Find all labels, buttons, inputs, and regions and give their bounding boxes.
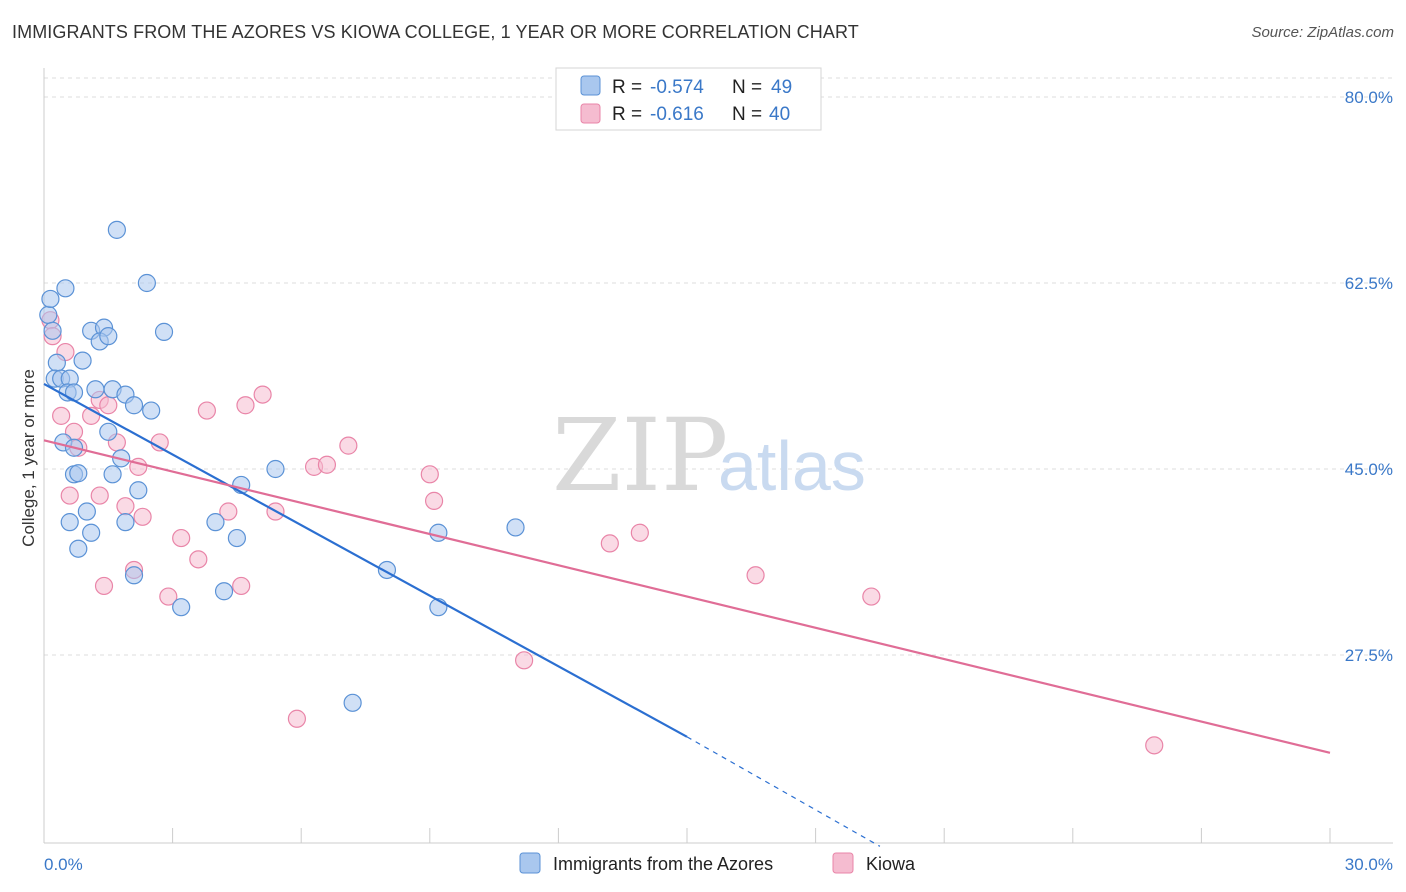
kiowa-points [41,311,1164,755]
legend-n-value-azores: 49 [771,77,792,98]
grid-lines [44,77,1393,656]
azores-point-21 [86,380,105,399]
azores-point-1 [41,289,60,309]
azores-point-40 [232,475,251,495]
legend-swatch-kiowa [580,103,601,124]
azores-point-12 [73,351,92,370]
azores-point-24 [142,401,161,420]
legend-r-value-azores: -0.574 [650,77,704,98]
kiowa-point-21 [219,502,238,521]
azores-point-27 [103,465,122,484]
kiowa-point-13 [90,486,109,505]
correlation-legend: R = -0.574 N = 49 R = -0.616 N = 40 [555,67,822,131]
kiowa-point-14 [116,497,135,516]
azores-point-3 [47,353,66,372]
azores-point-37 [172,598,191,617]
legend-r-value-kiowa: -0.616 [650,104,704,125]
y-axis-title: College, 1 year or more [19,369,38,547]
kiowa-point-16 [172,528,191,548]
watermark-atlas: atlas [718,427,866,505]
chart-title: IMMIGRANTS FROM THE AZORES VS KIOWA COLL… [12,22,859,42]
kiowa-point-34 [746,566,765,585]
kiowa-point-35 [862,587,881,606]
kiowa-point-31 [424,491,444,510]
kiowa-point-8 [99,396,118,415]
legend-r-label-azores: R = [612,77,642,98]
legend-n-label-azores: N = [732,77,762,98]
azores-point-42 [214,582,234,601]
azores-point-39 [227,528,246,548]
legend-r-label-kiowa: R = [612,104,642,125]
kiowa-point-38 [1145,736,1164,755]
kiowa-point-25 [253,385,272,404]
y-tick-label-1: 45.0% [1345,460,1393,479]
x-tick-label-1: 30.0% [1345,855,1393,874]
azores-point-46 [429,523,448,542]
azores-point-23 [124,396,144,415]
kiowa-point-29 [339,436,358,455]
azores-point-34 [69,539,88,558]
azores-point-32 [60,513,79,532]
azores-point-41 [266,459,285,479]
azores-point-16 [99,327,118,346]
source-credit: Source: ZipAtlas.com [1251,24,1394,41]
azores-point-0 [39,305,58,324]
kiowa-point-3 [52,406,71,425]
watermark-zip: ZIP [552,397,728,514]
azores-point-35 [82,523,101,542]
azores-point-20 [154,322,174,341]
kiowa-point-22 [232,576,251,596]
kiowa-point-20 [159,587,178,606]
axes [43,68,1393,844]
legend-n-label-kiowa: N = [732,104,762,125]
bottom-legend-label-azores: Immigrants from the Azores [553,854,773,874]
x-tick-label-0: 0.0% [44,855,83,874]
kiowa-point-36 [515,651,534,670]
kiowa-point-15 [133,507,152,526]
azores-trendline [43,383,688,738]
y-tick-label-2: 62.5% [1345,274,1393,293]
kiowa-point-32 [600,534,619,553]
bottom-legend-swatch-kiowa [832,852,854,874]
legend-n-value-kiowa: 40 [769,104,790,125]
bottom-legend-label-kiowa: Kiowa [866,854,916,874]
azores-point-18 [107,220,126,239]
watermark: ZIP atlas [552,397,866,514]
azores-point-2 [43,321,62,340]
y-tick-labels: 27.5% 45.0% 62.5% 80.0% [1345,88,1393,665]
trendlines [43,383,1331,847]
azores-point-29 [69,464,88,483]
kiowa-point-23 [197,401,216,420]
kiowa-point-33 [630,523,649,542]
azores-point-36 [124,566,144,585]
azores-trendline-extension [686,736,881,847]
azores-point-30 [129,481,148,500]
kiowa-point-28 [317,455,337,474]
kiowa-point-17 [189,550,208,569]
kiowa-point-37 [287,709,307,728]
legend-swatch-azores [580,75,601,96]
azores-point-38 [206,513,225,532]
azores-points [39,220,525,712]
azores-point-6 [56,279,75,298]
azores-point-25 [99,422,118,441]
kiowa-point-30 [420,465,439,484]
azores-point-33 [116,513,135,532]
kiowa-trendline [43,439,1331,754]
azores-point-47 [343,693,362,712]
azores-point-19 [137,273,156,293]
kiowa-point-12 [60,486,79,505]
x-tick-labels: 0.0% 30.0% [44,855,1393,874]
bottom-legend-swatch-azores [519,852,541,874]
series-legend: Immigrants from the Azores Kiowa [519,852,916,874]
y-tick-label-0: 27.5% [1345,646,1393,665]
azores-point-31 [77,502,96,521]
y-tick-label-3: 80.0% [1345,88,1393,107]
azores-point-45 [506,518,525,537]
kiowa-point-18 [94,576,114,596]
kiowa-point-24 [236,396,255,415]
